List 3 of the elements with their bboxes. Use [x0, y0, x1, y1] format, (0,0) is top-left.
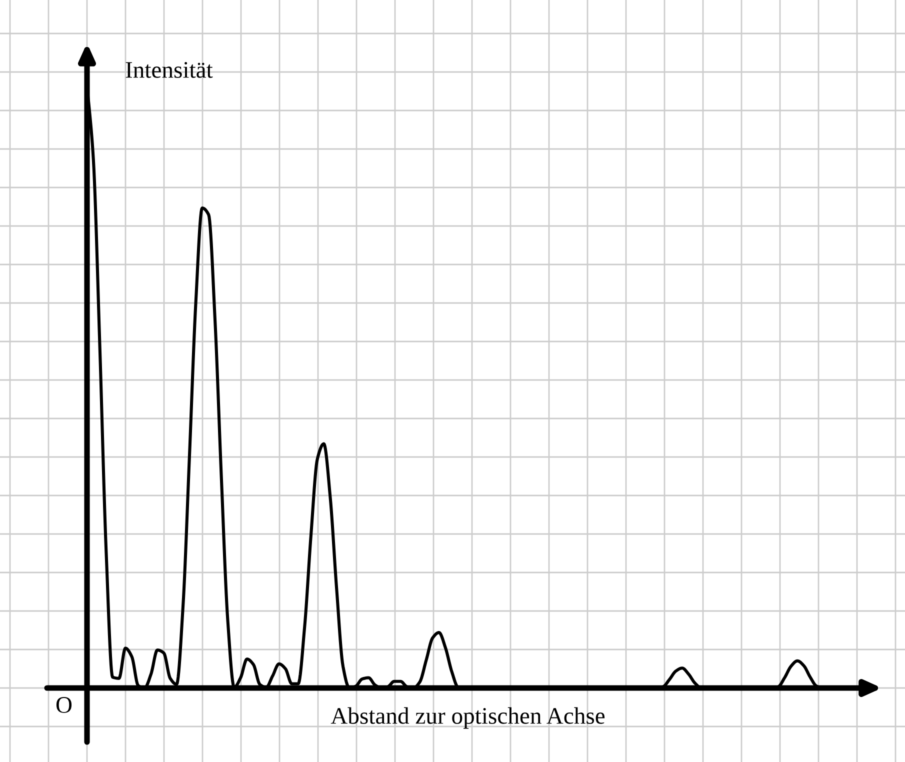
y-axis-title: Intensität: [126, 62, 213, 78]
text: O: [56, 697, 72, 713]
x-axis-title: Abstand zur optischen Achse: [330, 707, 605, 729]
